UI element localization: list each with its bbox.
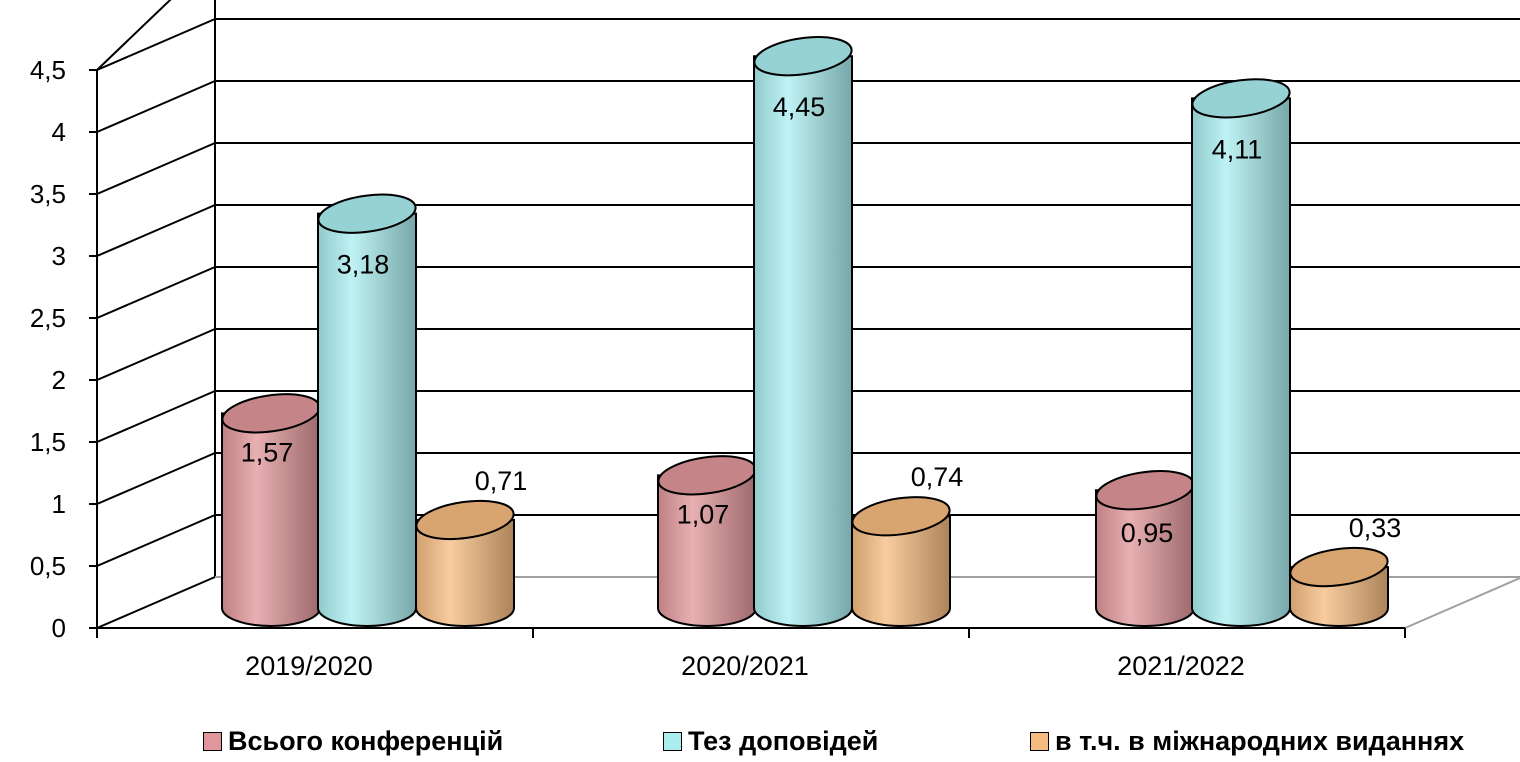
data-label: 4,11 (1212, 134, 1263, 164)
legend-item-theses: Тез доповідей (663, 726, 878, 757)
y-tick-label: 1 (52, 489, 66, 519)
cylinder-bar (851, 496, 951, 627)
side-gridline (96, 390, 216, 443)
cylinder-bar (317, 193, 417, 627)
cylinder-top (317, 193, 417, 234)
cylinder-body (221, 412, 321, 627)
data-label: 3,18 (337, 250, 390, 280)
side-gridline (96, 204, 216, 257)
legend-item-international: в т.ч. в міжнародних виданнях (1030, 726, 1464, 757)
legend-label-international: в т.ч. в міжнародних виданнях (1055, 726, 1465, 756)
legend-label-theses: Тез доповідей (688, 726, 879, 756)
side-gridline (96, 514, 216, 567)
legend-swatch-theses (663, 732, 682, 751)
cylinder-top (851, 496, 951, 537)
cylinder-body (753, 55, 853, 627)
legend-swatch-conferences (203, 732, 222, 751)
side-gridline (96, 18, 216, 71)
bars (221, 36, 1389, 627)
y-tick-label: 0 (52, 613, 66, 643)
y-tick-label: 4 (52, 117, 66, 147)
y-axis-ticks: 0 0,5 1 1,5 2 2,5 3 3,5 4 4,5 (30, 55, 97, 643)
cylinder-top (1289, 546, 1389, 588)
cylinder-body (415, 518, 515, 627)
side-gridline (96, 142, 216, 195)
y-tick-label: 4,5 (30, 55, 66, 85)
cylinder-bar (221, 393, 321, 627)
cylinder-bar (657, 455, 757, 627)
cylinder-bar (1289, 546, 1389, 627)
y-tick-label: 2 (52, 365, 66, 395)
side-gridline (96, 266, 216, 319)
side-gridline (96, 452, 216, 505)
cylinder-body (657, 474, 757, 627)
data-label: 0,95 (1121, 518, 1174, 548)
data-label: 0,33 (1349, 513, 1402, 543)
data-label: 4,45 (773, 92, 826, 122)
legend-swatch-international (1030, 732, 1049, 751)
cylinder-body (1095, 489, 1195, 627)
x-tick-label: 2020/2021 (681, 651, 809, 681)
side-wall-top (96, 0, 172, 71)
side-gridline (96, 80, 216, 133)
cylinder-bar (753, 36, 853, 627)
side-gridline (96, 576, 216, 629)
x-tick-label: 2019/2020 (245, 651, 373, 681)
cylinder-body (1191, 97, 1291, 627)
data-label: 1,57 (241, 437, 294, 467)
cylinder-body (851, 515, 951, 627)
y-tick-label: 3,5 (30, 179, 66, 209)
data-label: 0,71 (475, 466, 528, 496)
y-tick-label: 2,5 (30, 303, 66, 333)
cylinder-body (317, 212, 417, 627)
x-tick-label: 2021/2022 (1117, 651, 1245, 681)
y-tick-label: 1,5 (30, 427, 66, 457)
cylinder-top (753, 36, 853, 77)
cylinder-bar (415, 499, 515, 627)
side-gridline (96, 328, 216, 381)
cylinder-top (1191, 78, 1291, 119)
legend: Всього конференцій Тез доповідей в т.ч. … (0, 722, 1520, 762)
x-axis-ticks: 2019/2020 2020/2021 2021/2022 (96, 628, 1406, 681)
legend-item-conferences: Всього конференцій (203, 726, 503, 757)
legend-label-conferences: Всього конференцій (228, 726, 504, 756)
cylinder-bar (1095, 470, 1195, 627)
y-tick-label: 3 (52, 241, 66, 271)
data-label: 0,74 (911, 462, 964, 492)
floor-right-edge (1404, 577, 1520, 629)
cylinder-bar (1191, 78, 1291, 627)
data-labels: 1,57 1,07 0,95 3,18 4,45 4,11 0,71 0,74 0,33 (241, 92, 1402, 548)
cylinder-top (415, 499, 515, 541)
y-tick-label: 0,5 (30, 551, 66, 581)
data-label: 1,07 (677, 499, 730, 529)
